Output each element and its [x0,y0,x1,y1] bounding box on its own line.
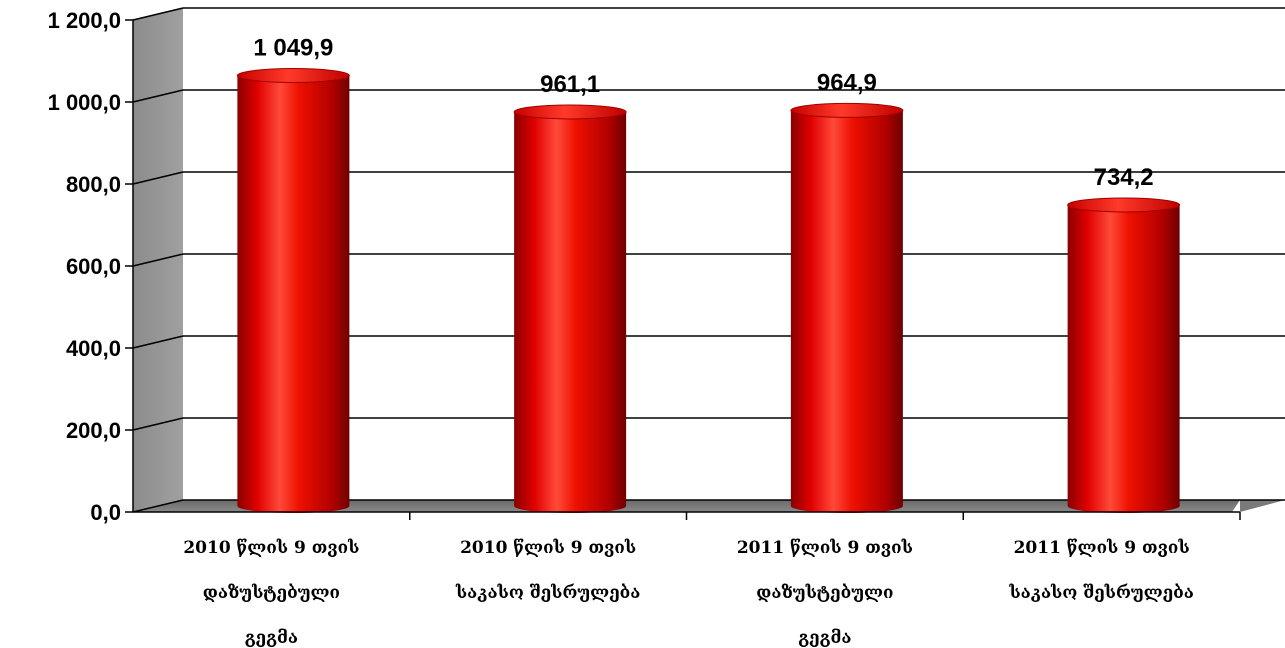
floor [133,500,1240,512]
floor-edge [1240,500,1285,512]
gridline-depth [132,89,184,103]
x-tick-label: 2010 წლის 9 თვის [460,538,636,558]
bar [513,104,627,514]
gridline-depth [132,7,184,21]
x-tick-label: დაზუსტებული [756,583,893,603]
y-tick-label: 800,0 [66,172,121,197]
x-tick-label: 2011 წლის 9 თვის [737,538,913,558]
y-tick-label: 1 200,0 [48,8,121,33]
x-tick-label: საკასო შესრულება [455,583,641,603]
y-tick-label: 600,0 [66,254,121,279]
bar-top [513,104,627,120]
data-label: 1 049,9 [253,35,333,62]
bar-body [790,110,903,514]
gridline-depth [132,253,184,267]
x-tick-label: გეგმა [245,628,298,648]
bar-body [514,111,627,514]
y-tick-label: 1 000,0 [48,90,121,115]
bar [790,102,904,514]
bar [1067,197,1181,514]
data-label: 961,1 [540,71,600,98]
gridline-depth [132,417,184,431]
y-tick-label: 400,0 [66,336,121,361]
bar-body [1067,204,1180,514]
bar-body [237,75,350,514]
gridline-depth [132,499,184,513]
data-label: 964,9 [817,69,877,96]
bar-top [790,102,904,118]
y-tick-label: 0,0 [90,500,121,525]
bar [236,68,350,514]
x-tick-label: 2010 წლის 9 თვის [183,538,359,558]
x-tick-label: გეგმა [798,628,851,648]
bar-top [236,68,350,84]
bars [236,68,1181,514]
x-tick-label: 2011 წლის 9 თვის [1014,538,1190,558]
x-tick-label: საკასო შესრულება [1008,583,1194,603]
data-label: 734,2 [1094,164,1154,191]
gridline-depth [132,171,184,185]
x-tick-label: დაზუსტებული [203,583,340,603]
x-axis: 2010 წლის 9 თვის დაზუსტებული გეგმა 2010 წლი… [133,511,1241,648]
y-tick-label: 200,0 [66,418,121,443]
gridline-depth [132,335,184,349]
y-axis: 0,0 200,0 400,0 600,0 800,0 1 000,0 1 200,0 [48,8,134,525]
bar-top [1067,197,1181,213]
data-labels: 1 049,9 961,1 964,9 734,2 [253,35,1153,191]
